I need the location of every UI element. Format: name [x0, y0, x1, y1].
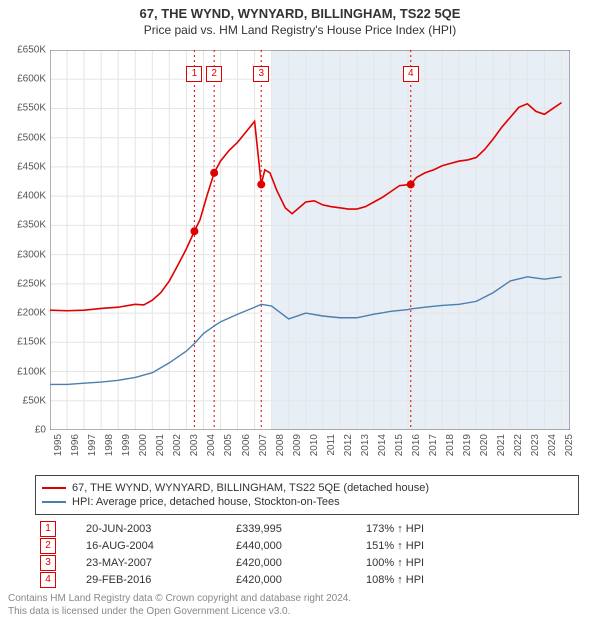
x-tick-label: 1996: [70, 434, 81, 456]
x-tick-label: 2022: [513, 434, 524, 456]
footnote: Contains HM Land Registry data © Crown c…: [8, 593, 351, 618]
x-tick-label: 2007: [258, 434, 269, 456]
transaction-hpi: 108% ↑ HPI: [366, 574, 424, 586]
legend-item: 67, THE WYND, WYNYARD, BILLINGHAM, TS22 …: [42, 482, 572, 494]
x-tick-label: 2024: [547, 434, 558, 456]
transaction-marker: 3: [40, 555, 56, 571]
transaction-marker: 4: [40, 572, 56, 588]
x-tick-label: 1995: [53, 434, 64, 456]
y-tick-label: £500K: [17, 132, 46, 143]
legend-swatch: [42, 501, 66, 503]
title-line-2: Price paid vs. HM Land Registry's House …: [0, 23, 600, 37]
legend: 67, THE WYND, WYNYARD, BILLINGHAM, TS22 …: [35, 475, 579, 515]
event-marker-box: 2: [206, 66, 222, 82]
y-tick-label: £350K: [17, 220, 46, 231]
transaction-hpi: 100% ↑ HPI: [366, 557, 424, 569]
footnote-line-1: Contains HM Land Registry data © Crown c…: [8, 593, 351, 606]
y-tick-label: £250K: [17, 278, 46, 289]
y-tick-label: £400K: [17, 191, 46, 202]
y-tick-label: £450K: [17, 161, 46, 172]
x-tick-label: 2008: [275, 434, 286, 456]
x-tick-label: 2025: [564, 434, 575, 456]
transaction-price: £420,000: [236, 557, 366, 569]
y-axis-labels: £0£50K£100K£150K£200K£250K£300K£350K£400…: [0, 50, 50, 430]
x-tick-label: 2018: [445, 434, 456, 456]
x-tick-label: 2010: [309, 434, 320, 456]
chart-container: { "title": { "line1": "67, THE WYND, WYN…: [0, 0, 600, 620]
transaction-hpi: 151% ↑ HPI: [366, 540, 424, 552]
y-tick-label: £150K: [17, 337, 46, 348]
x-tick-label: 2012: [343, 434, 354, 456]
transactions-table: 1 20-JUN-2003£339,995173% ↑ HPI 2 16-AUG-20…: [40, 520, 565, 588]
transaction-marker: 2: [40, 538, 56, 554]
footnote-line-2: This data is licensed under the Open Gov…: [8, 606, 351, 619]
x-tick-label: 2015: [394, 434, 405, 456]
x-tick-label: 1997: [87, 434, 98, 456]
event-marker-box: 1: [186, 66, 202, 82]
legend-label: 67, THE WYND, WYNYARD, BILLINGHAM, TS22 …: [72, 482, 429, 494]
y-tick-label: £600K: [17, 74, 46, 85]
transaction-row: 2 16-AUG-2004£440,000151% ↑ HPI: [40, 537, 565, 554]
event-marker-box: 4: [403, 66, 419, 82]
transaction-row: 3 23-MAY-2007£420,000100% ↑ HPI: [40, 554, 565, 571]
x-tick-label: 2006: [241, 434, 252, 456]
x-tick-label: 2009: [292, 434, 303, 456]
x-tick-label: 2013: [360, 434, 371, 456]
x-tick-label: 2020: [479, 434, 490, 456]
x-tick-label: 2000: [138, 434, 149, 456]
transaction-date: 20-JUN-2003: [86, 523, 236, 535]
x-tick-label: 2003: [189, 434, 200, 456]
transaction-price: £420,000: [236, 574, 366, 586]
y-tick-label: £650K: [17, 45, 46, 56]
x-tick-label: 2011: [326, 434, 337, 456]
title-line-1: 67, THE WYND, WYNYARD, BILLINGHAM, TS22 …: [0, 6, 600, 21]
legend-label: HPI: Average price, detached house, Stoc…: [72, 496, 340, 508]
x-tick-label: 1999: [121, 434, 132, 456]
x-tick-label: 2002: [172, 434, 183, 456]
transaction-hpi: 173% ↑ HPI: [366, 523, 424, 535]
chart-plot-area: 12 3 4: [50, 50, 570, 430]
transaction-row: 4 29-FEB-2016£420,000108% ↑ HPI: [40, 571, 565, 588]
x-tick-label: 1998: [104, 434, 115, 456]
x-tick-label: 2005: [223, 434, 234, 456]
legend-swatch: [42, 487, 66, 489]
y-tick-label: £300K: [17, 249, 46, 260]
y-tick-label: £0: [35, 425, 46, 436]
x-tick-label: 2021: [496, 434, 507, 456]
x-axis-labels: 1995 1996 1997 1998 1999 2000 2001 2002 2003 2004…: [50, 432, 570, 472]
transaction-date: 16-AUG-2004: [86, 540, 236, 552]
y-tick-label: £100K: [17, 366, 46, 377]
x-tick-label: 2016: [411, 434, 422, 456]
transaction-row: 1 20-JUN-2003£339,995173% ↑ HPI: [40, 520, 565, 537]
transaction-date: 29-FEB-2016: [86, 574, 236, 586]
x-tick-label: 2019: [462, 434, 473, 456]
y-tick-label: £200K: [17, 308, 46, 319]
y-tick-label: £550K: [17, 103, 46, 114]
x-tick-label: 2014: [377, 434, 388, 456]
transaction-date: 23-MAY-2007: [86, 557, 236, 569]
transaction-price: £339,995: [236, 523, 366, 535]
x-tick-label: 2001: [155, 434, 166, 456]
x-tick-label: 2023: [530, 434, 541, 456]
chart-svg: [50, 50, 570, 430]
x-tick-label: 2017: [428, 434, 439, 456]
transaction-price: £440,000: [236, 540, 366, 552]
y-tick-label: £50K: [23, 395, 46, 406]
x-tick-label: 2004: [206, 434, 217, 456]
legend-item: HPI: Average price, detached house, Stoc…: [42, 496, 572, 508]
transaction-marker: 1: [40, 521, 56, 537]
event-marker-box: 3: [253, 66, 269, 82]
chart-title-block: 67, THE WYND, WYNYARD, BILLINGHAM, TS22 …: [0, 0, 600, 37]
